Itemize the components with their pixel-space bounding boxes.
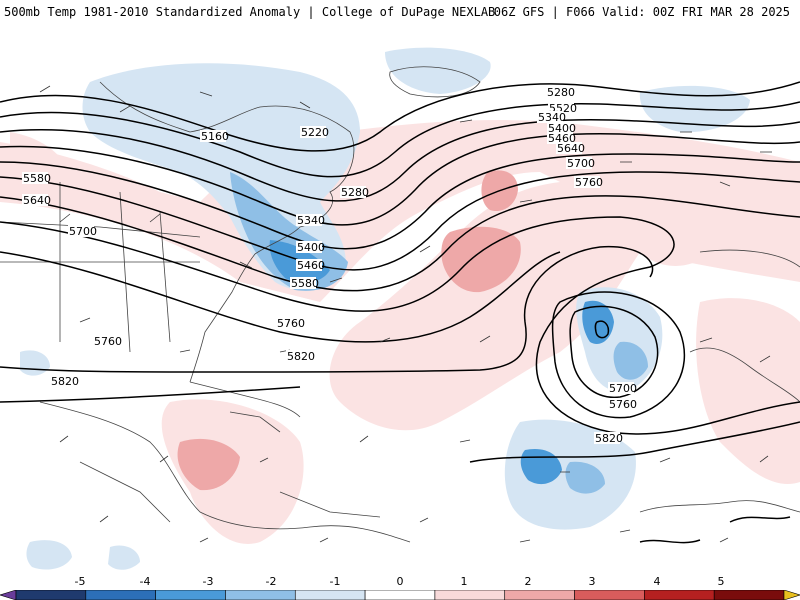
contour-label-5760: 5760 bbox=[575, 176, 603, 189]
tick-label: 1 bbox=[460, 575, 468, 588]
tick-label: -3 bbox=[202, 575, 214, 588]
contour-label-5460: 5460 bbox=[297, 259, 325, 272]
colorbar-swatch bbox=[364, 590, 436, 600]
colorbar-swatch bbox=[225, 590, 296, 600]
contour-label-5280: 5280 bbox=[341, 186, 369, 199]
tick-label: 5 bbox=[717, 575, 725, 588]
contour-label-5700-b: 5700 bbox=[609, 382, 637, 395]
contour-labels: 5160 5220 5280 5340 5400 5460 5520 5580 … bbox=[22, 86, 637, 445]
contour-label-5820-west: 5820 bbox=[51, 375, 79, 388]
contour-label-5580-west: 5580 bbox=[23, 172, 51, 185]
map-title: 500mb Temp 1981-2010 Standardized Anomal… bbox=[4, 5, 496, 19]
colorbar bbox=[0, 590, 800, 600]
colorbar-swatch bbox=[713, 590, 785, 600]
contour-label-5700: 5700 bbox=[567, 157, 595, 170]
tick-label: 0 bbox=[396, 575, 404, 588]
contour-label-5700-west: 5700 bbox=[69, 225, 97, 238]
contour-label-5340-east: 5340 bbox=[538, 111, 566, 124]
contour-label-5400-east: 5400 bbox=[548, 122, 576, 135]
contour-label-5820: 5820 bbox=[287, 350, 315, 363]
tick-label: 4 bbox=[653, 575, 661, 588]
colorbar-swatch bbox=[504, 590, 575, 600]
contour-label-5640-west: 5640 bbox=[23, 194, 51, 207]
contour-label-5760-west: 5760 bbox=[94, 335, 122, 348]
tick-label: -2 bbox=[265, 575, 277, 588]
colorbar-swatch bbox=[15, 590, 87, 600]
tick-label: 3 bbox=[588, 575, 596, 588]
tick-label: -4 bbox=[139, 575, 151, 588]
title-bar: 500mb Temp 1981-2010 Standardized Anomal… bbox=[0, 0, 800, 23]
contour-label-5820-b: 5820 bbox=[595, 432, 623, 445]
tick-label: 2 bbox=[524, 575, 532, 588]
contour-label-5400: 5400 bbox=[297, 241, 325, 254]
contour-label-5340: 5340 bbox=[297, 214, 325, 227]
tick-label: -1 bbox=[329, 575, 341, 588]
contour-label-5220: 5220 bbox=[301, 126, 329, 139]
contour-label-5460-east: 5460 bbox=[548, 132, 576, 145]
colorbar-tick-labels: -5 -4 -3 -2 -1 0 1 2 3 4 5 bbox=[0, 575, 800, 589]
colorbar-swatch bbox=[85, 590, 156, 600]
contour-label-5640: 5640 bbox=[557, 142, 585, 155]
colorbar-arrow-high bbox=[783, 590, 800, 600]
contour-label-5760-b: 5760 bbox=[609, 398, 637, 411]
colorbar-arrow-low bbox=[0, 590, 17, 600]
colorbar-swatch bbox=[574, 590, 645, 600]
wind-barbs bbox=[39, 85, 772, 543]
contour-label-5580: 5580 bbox=[291, 277, 319, 290]
colorbar-swatch bbox=[644, 590, 715, 600]
colorbar-swatch bbox=[155, 590, 226, 600]
contour-label-5160: 5160 bbox=[201, 130, 229, 143]
tick-label: -5 bbox=[74, 575, 86, 588]
height-contours bbox=[0, 81, 800, 544]
colorbar-swatch bbox=[294, 590, 366, 600]
weather-map: 5160 5220 5280 5340 5400 5460 5520 5580 … bbox=[0, 22, 800, 575]
contour-label-5760-mid: 5760 bbox=[277, 317, 305, 330]
colorbar-swatch bbox=[434, 590, 506, 600]
model-run-info: 06Z GFS | F066 Valid: 00Z FRI MAR 28 202… bbox=[493, 5, 790, 19]
contour-label-5280-east: 5280 bbox=[547, 86, 575, 99]
